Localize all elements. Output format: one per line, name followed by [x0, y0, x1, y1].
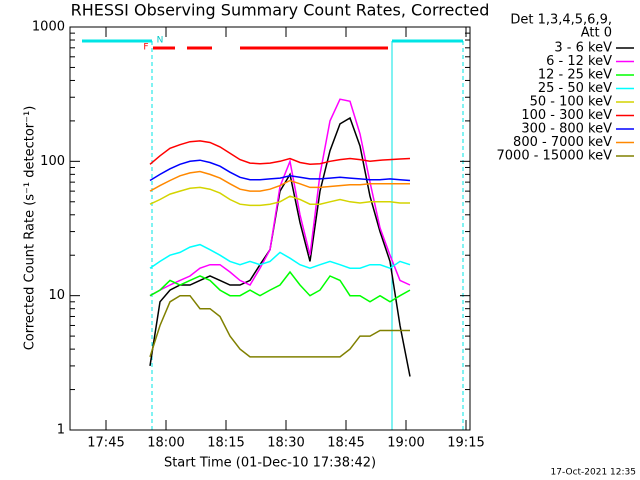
y-tick-label: 1 [57, 423, 65, 438]
legend-label: 3 - 6 keV [554, 41, 612, 56]
legend-label: 7000 - 15000 keV [497, 149, 613, 164]
annotation: N [157, 36, 164, 46]
series-line [149, 270, 411, 303]
legend-label: 800 - 7000 keV [513, 135, 612, 150]
legend-label: 12 - 25 keV [538, 68, 612, 83]
legend-label: 50 - 100 keV [530, 95, 613, 110]
series-line [149, 98, 411, 297]
footer: 17-Oct-2021 12:35 [551, 468, 636, 478]
x-axis-label: Start Time (01-Dec-10 17:38:42) [164, 456, 376, 471]
y-tick-label: 1000 [32, 20, 65, 35]
x-tick-label: 18:45 [327, 436, 364, 451]
series-line [149, 140, 411, 166]
series-line [149, 294, 410, 358]
series-line [149, 186, 410, 207]
series-line [149, 170, 410, 192]
x-tick-label: 18:30 [267, 436, 304, 451]
flags: F N [82, 36, 464, 430]
x-tick-label: 19:00 [387, 436, 424, 451]
legend-title: Att 0 [581, 26, 612, 41]
x-tick-label: 18:15 [207, 436, 244, 451]
plot-frame [69, 26, 471, 431]
x-tick-label: 18:00 [147, 436, 184, 451]
legend-label: 100 - 300 keV [521, 108, 612, 123]
legend-label: 6 - 12 keV [546, 54, 612, 69]
legend-label: 25 - 50 keV [538, 81, 612, 96]
x-tick-label: 17:45 [87, 436, 124, 451]
legend-title: Det 1,3,4,5,6,9, [510, 13, 612, 28]
y-tick-label: 100 [40, 154, 65, 169]
series-line [149, 159, 411, 182]
x-tick-label: 19:15 [447, 436, 484, 451]
chart-title: RHESSI Observing Summary Count Rates, Co… [71, 1, 490, 20]
annotation: F [143, 43, 148, 53]
y-axis-label: Corrected Count Rate (s⁻¹ detector⁻¹) [23, 106, 38, 351]
legend-label: 300 - 800 keV [521, 122, 612, 137]
y-tick-label: 10 [48, 288, 65, 303]
series-line [149, 243, 411, 270]
